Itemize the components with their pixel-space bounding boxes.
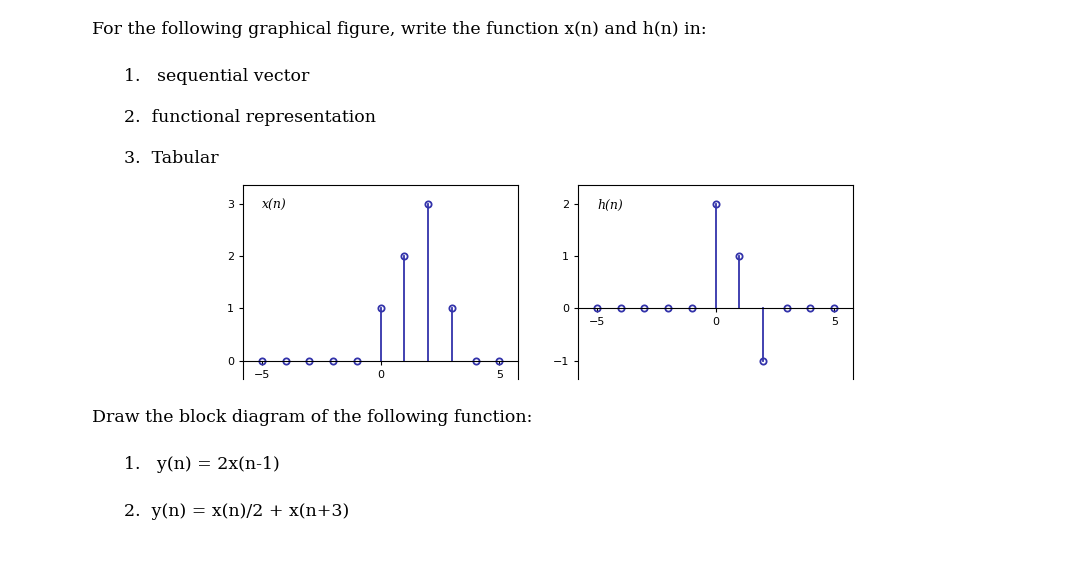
Text: x(n): x(n) xyxy=(262,199,287,212)
Text: Draw the block diagram of the following function:: Draw the block diagram of the following … xyxy=(92,409,532,426)
Text: h(n): h(n) xyxy=(597,199,623,212)
Text: For the following graphical figure, write the function x(n) and h(n) in:: For the following graphical figure, writ… xyxy=(92,21,706,38)
Text: 2.  functional representation: 2. functional representation xyxy=(124,109,376,126)
Text: 2.  y(n) = x(n)/2 + x(n+3): 2. y(n) = x(n)/2 + x(n+3) xyxy=(124,503,350,520)
Text: 1.   sequential vector: 1. sequential vector xyxy=(124,68,310,85)
Text: 3.  Tabular: 3. Tabular xyxy=(124,150,219,167)
Text: 1.   y(n) = 2x(n-1): 1. y(n) = 2x(n-1) xyxy=(124,456,280,473)
